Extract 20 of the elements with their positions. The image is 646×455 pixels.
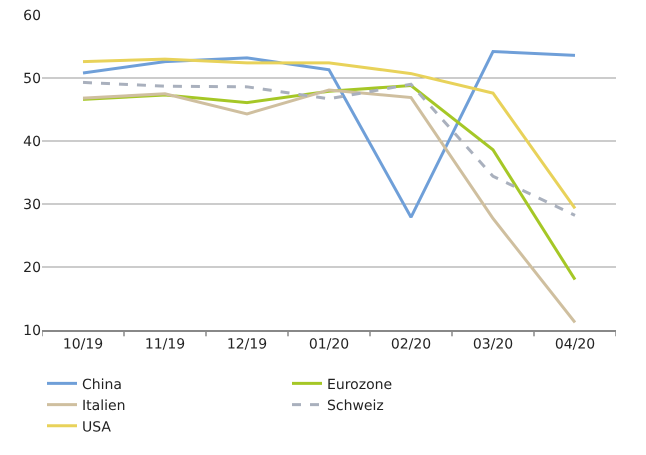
legend-label: Schweiz [327, 398, 384, 414]
x-tick-label: 10/19 [62, 336, 104, 353]
line-series [82, 88, 576, 324]
legend-label: Eurozone [327, 376, 392, 393]
y-tick-label: 10 [23, 322, 41, 339]
legend-label: Italien [82, 398, 126, 414]
legend-label: USA [82, 419, 112, 436]
x-tick-label: 04/20 [554, 336, 596, 353]
legend-label: China [82, 376, 122, 393]
y-tick-label: 50 [23, 70, 41, 87]
x-tick-label: 12/19 [226, 336, 268, 353]
y-tick-label: 40 [23, 134, 41, 150]
x-tick-label: 02/20 [390, 336, 432, 353]
x-tick-label: 01/20 [308, 336, 350, 353]
y-tick-label: 30 [23, 196, 41, 213]
y-tick-label: 60 [23, 8, 41, 24]
y-tick-label: 20 [23, 260, 41, 276]
x-tick-label: 03/20 [472, 336, 514, 353]
x-tick-label: 11/19 [144, 336, 186, 353]
line-series [82, 80, 576, 217]
